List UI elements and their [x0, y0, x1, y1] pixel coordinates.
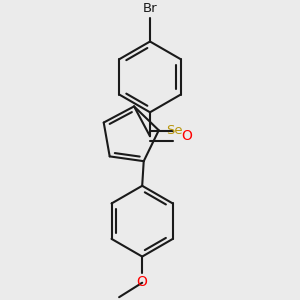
- Text: O: O: [137, 275, 148, 289]
- Text: Br: Br: [143, 2, 157, 15]
- Text: O: O: [181, 129, 192, 143]
- Text: Se: Se: [167, 124, 183, 137]
